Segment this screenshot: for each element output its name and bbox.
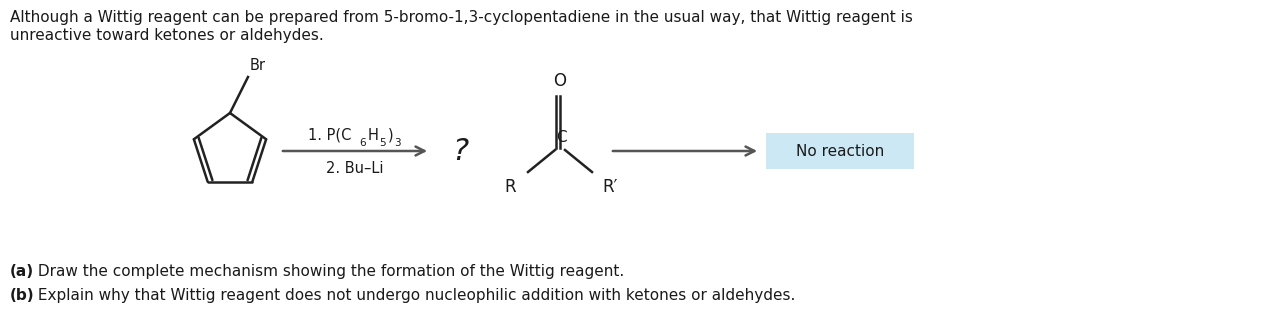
Text: Although a Wittig reagent can be prepared from 5-bromo-1,3-cyclopentadiene in th: Although a Wittig reagent can be prepare… (10, 10, 913, 25)
Text: 1. P(C: 1. P(C (307, 128, 351, 143)
Text: 2. Bu–Li: 2. Bu–Li (326, 161, 384, 176)
Text: Draw the complete mechanism showing the formation of the Wittig reagent.: Draw the complete mechanism showing the … (33, 264, 625, 279)
FancyBboxPatch shape (766, 133, 914, 169)
Text: O: O (553, 72, 566, 90)
Text: Br: Br (250, 58, 266, 73)
Text: H: H (367, 128, 379, 143)
Text: 3: 3 (394, 138, 402, 148)
Text: (b): (b) (10, 288, 34, 303)
Text: ?: ? (451, 136, 468, 166)
Text: Explain why that Wittig reagent does not undergo nucleophilic addition with keto: Explain why that Wittig reagent does not… (33, 288, 796, 303)
Text: unreactive toward ketones or aldehydes.: unreactive toward ketones or aldehydes. (10, 28, 324, 43)
Text: ): ) (388, 128, 393, 143)
Text: 5: 5 (380, 138, 386, 148)
Text: R′: R′ (602, 178, 617, 196)
Text: No reaction: No reaction (796, 143, 884, 159)
Text: (a): (a) (10, 264, 34, 279)
Text: 6: 6 (360, 138, 366, 148)
Text: R: R (505, 178, 516, 196)
Text: C: C (556, 130, 566, 145)
